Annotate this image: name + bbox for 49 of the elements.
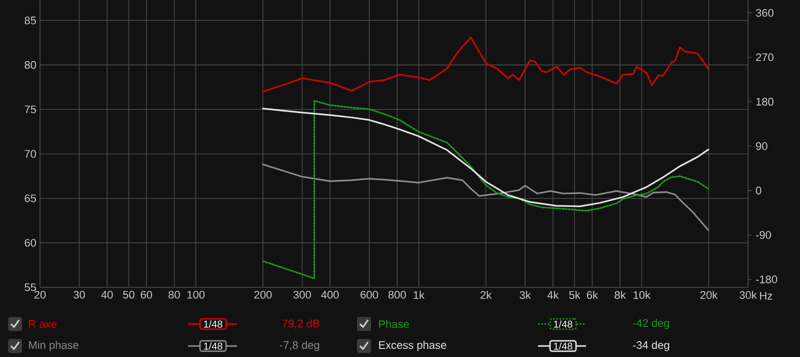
text: 1/48 (204, 342, 222, 350)
y2-tick-label: 90 (756, 142, 768, 150)
x-tick-label: 50 (123, 290, 134, 299)
text: Excess phase (379, 340, 446, 352)
x-tick-label: 300 (293, 290, 311, 299)
x-tick-label: 2k (480, 290, 492, 299)
text: 1/48 (554, 342, 572, 350)
x-tick-label: 600 (360, 290, 378, 299)
x-tick-label: 5k (569, 290, 580, 299)
y-tick-label: 65 (24, 194, 36, 202)
y2-tick-label: 360 (756, 8, 774, 17)
y-tick-label: 75 (24, 106, 36, 114)
y-tick-label: 55 (24, 283, 36, 292)
y-tick-label: 85 (24, 16, 36, 24)
x-tick-label: 40 (101, 290, 113, 299)
x-tick-label: 30 (74, 290, 85, 299)
x-axis-title: Hz (760, 292, 772, 300)
y2-tick-label: 180 (756, 98, 774, 106)
text: -42 deg (632, 318, 670, 330)
x-tick-label: 80 (168, 290, 180, 299)
text: 79,2 dB (282, 319, 320, 329)
x-tick-label: 200 (254, 290, 272, 299)
text: 1/48 (204, 320, 222, 328)
x-tick-label: 3k (520, 290, 531, 299)
x-tick-label: 400 (321, 290, 339, 299)
x-tick-label: 100 (187, 290, 205, 299)
y2-tick-label: -180 (756, 276, 778, 284)
x-tick-label: 20 (34, 290, 46, 299)
text: -34 deg (632, 340, 670, 352)
text: -7,8 deg (280, 340, 320, 352)
x-tick-label: 6k (586, 290, 598, 299)
x-tick-label: 1k (414, 290, 425, 299)
x-tick-label: 30k (740, 290, 757, 299)
y-tick-label: 70 (24, 150, 36, 158)
x-tick-label: 8k (614, 290, 626, 299)
text: 1/48 (554, 320, 572, 328)
x-tick-label: 800 (388, 290, 406, 299)
text: Min phase (29, 340, 78, 352)
y-tick-label: 60 (24, 238, 36, 247)
x-tick-label: 10k (634, 290, 651, 299)
text: R axe (29, 320, 56, 328)
x-tick-label: 60 (140, 290, 152, 299)
y2-tick-label: -90 (756, 231, 771, 239)
y2-tick-label: 0 (756, 186, 762, 194)
x-tick-label: 4k (547, 290, 559, 299)
x-tick-label: 20k (700, 290, 718, 299)
y2-tick-label: 270 (756, 53, 774, 62)
text: Phase (379, 320, 409, 328)
y-tick-label: 80 (24, 61, 36, 69)
